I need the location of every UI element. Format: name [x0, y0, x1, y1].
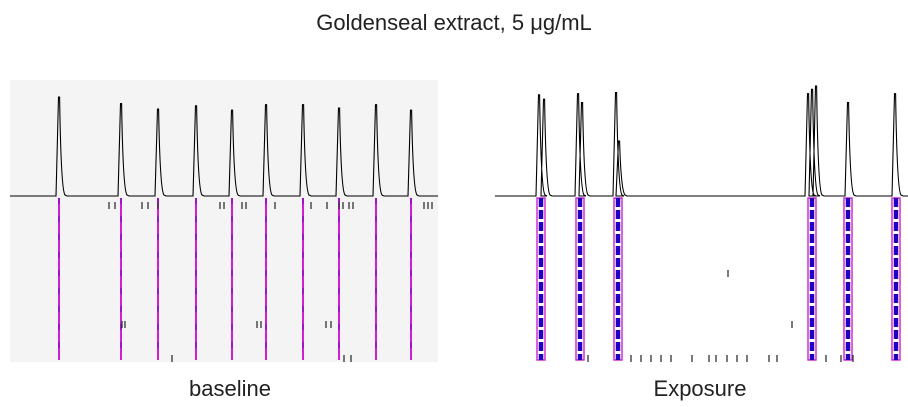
voltage-trace: [10, 96, 438, 197]
chart-title: Goldenseal extract, 5 μg/mL: [316, 10, 592, 35]
voltage-trace: [495, 85, 908, 197]
exposure-chart: [495, 85, 908, 362]
baseline-panel: [10, 80, 438, 362]
exposure-label: Exposure: [653, 376, 747, 401]
panel-background: [10, 80, 438, 362]
baseline-chart: [10, 80, 438, 362]
baseline-label: baseline: [189, 376, 271, 401]
exposure-panel: [495, 80, 908, 362]
